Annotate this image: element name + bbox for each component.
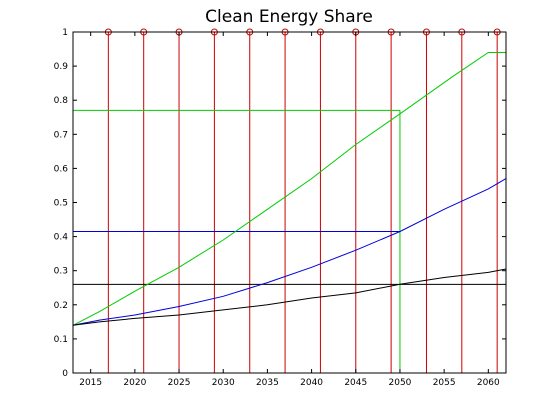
x-tick-label-0: 2015	[79, 378, 102, 388]
y-tick-label-9: 0.9	[54, 62, 69, 72]
series-line-1	[72, 178, 507, 326]
y-tick-label-7: 0.7	[54, 130, 68, 140]
y-tick-label-10: 1	[62, 28, 68, 38]
y-tick-label-5: 0.5	[54, 199, 68, 209]
y-tick-label-6: 0.6	[54, 164, 69, 174]
y-tick-label-4: 0.4	[54, 233, 69, 243]
x-tick-label-9: 2060	[477, 378, 500, 388]
x-tick-label-6: 2045	[344, 378, 367, 388]
series-line-0	[72, 52, 506, 326]
y-tick-label-3: 0.3	[54, 267, 68, 277]
y-tick-label-0: 0	[62, 369, 68, 379]
plot-area: 0 0.1 0.2 0.3 0.4 0.5 0.6 0.7 0.8 0.9 1 2015 2020 202…	[54, 28, 507, 388]
x-tick-label-3: 2030	[212, 378, 235, 388]
y-tick-label-2: 0.2	[54, 301, 68, 311]
x-tick-label-7: 2050	[389, 378, 412, 388]
x-tick-label-2: 2025	[168, 378, 191, 388]
series-line-2	[72, 268, 507, 326]
y-tick-label-8: 0.8	[54, 96, 69, 106]
y-tick-label-1: 0.1	[54, 335, 68, 345]
x-tick-label-4: 2035	[256, 378, 279, 388]
x-tick-label-5: 2040	[300, 378, 323, 388]
x-tick-label-8: 2055	[433, 378, 456, 388]
chart-title: Clean Energy Share	[205, 7, 373, 27]
x-tick-label-1: 2020	[123, 378, 146, 388]
plot-frame	[72, 31, 507, 374]
